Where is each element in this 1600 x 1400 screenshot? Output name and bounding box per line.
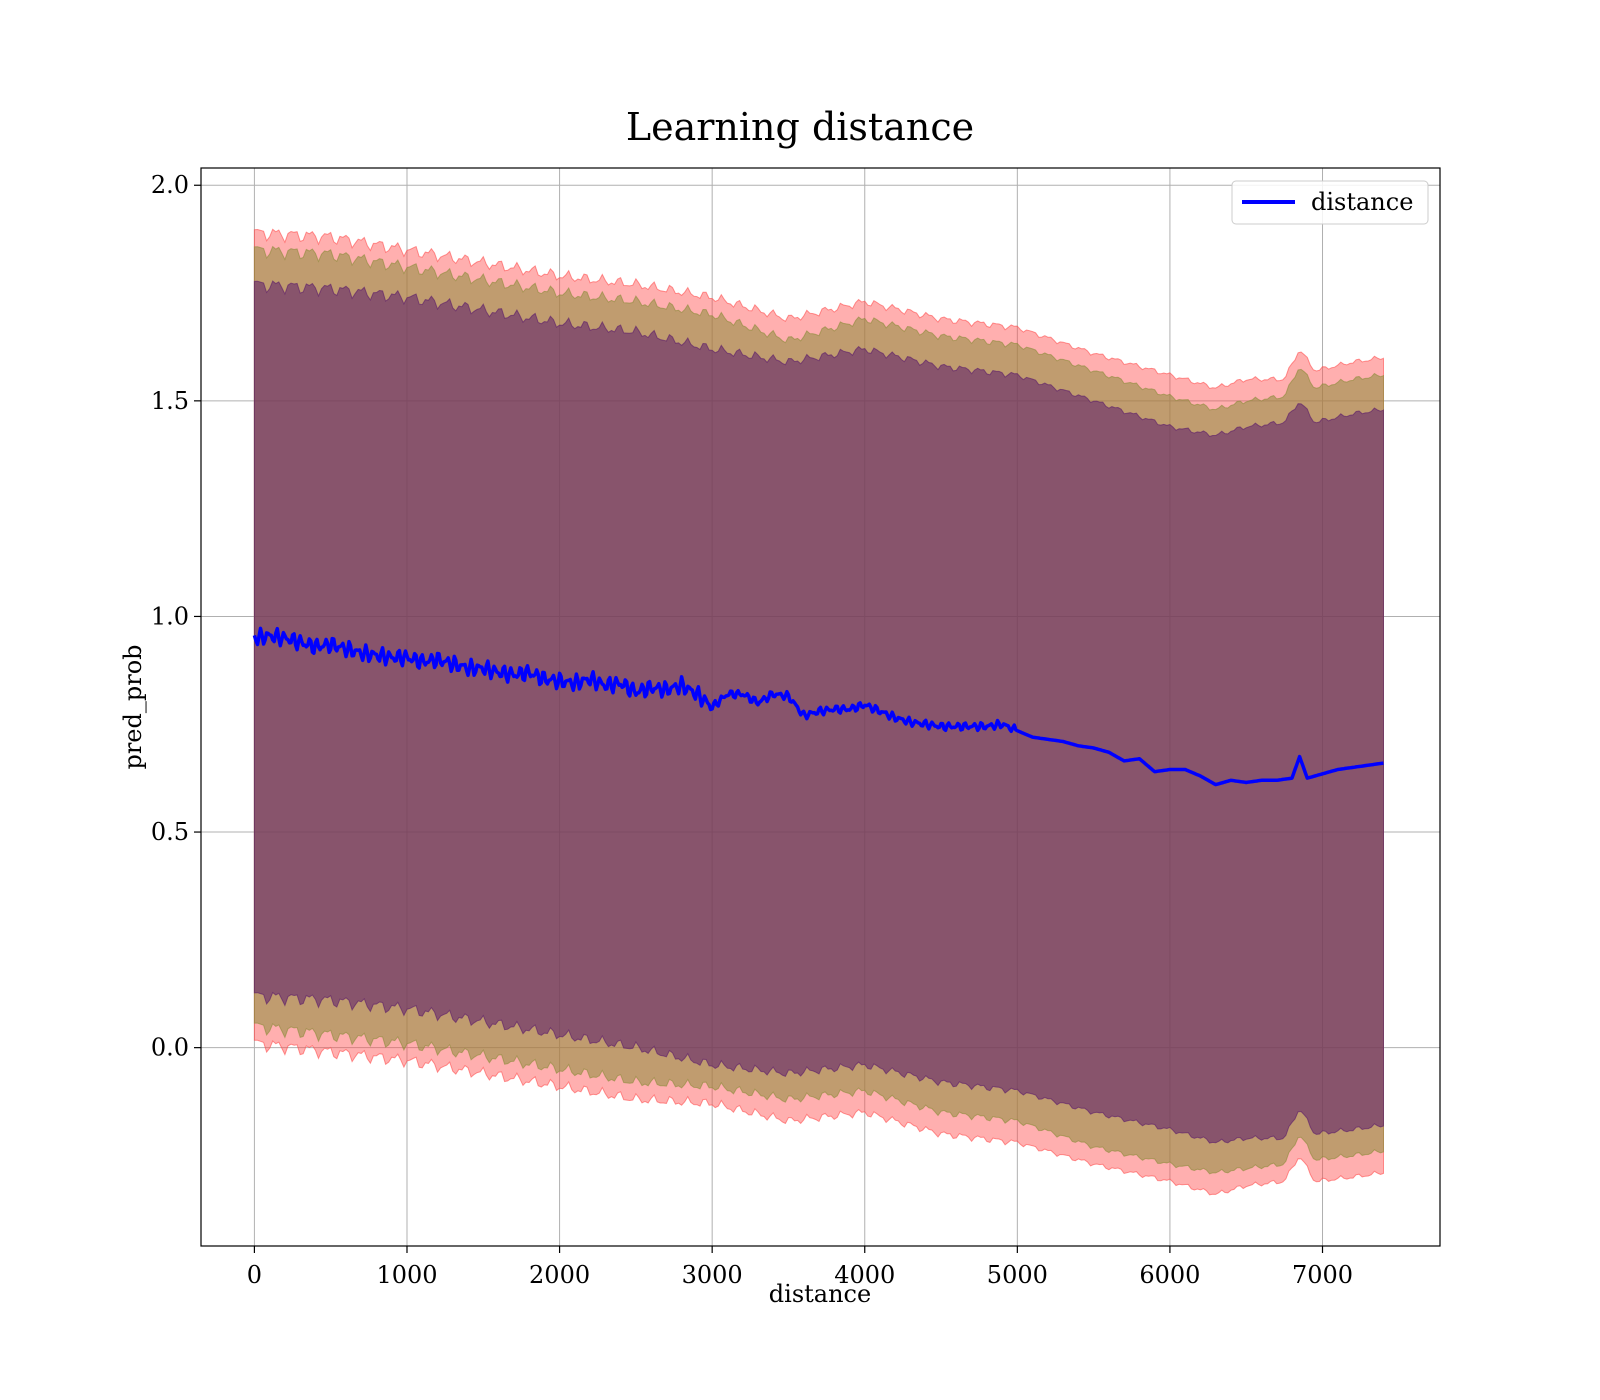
series-layer [252, 626, 1384, 787]
legend: distance [1231, 180, 1429, 225]
series-line-distance [252, 626, 1384, 787]
y-axis-label: pred_prob [119, 644, 147, 769]
plot-frame [200, 167, 1441, 1247]
y-tick-label-3: 1.5 [151, 387, 189, 415]
x-tick-label-3: 3000 [682, 1261, 743, 1289]
y-tick-label-1: 0.5 [151, 818, 189, 846]
y-tick-label-2: 1.0 [151, 602, 189, 630]
y-tick-label-4: 2.0 [151, 171, 189, 199]
x-tick-label-7: 7000 [1292, 1261, 1353, 1289]
x-tick-label-2: 2000 [529, 1261, 590, 1289]
legend-entry: distance [1311, 188, 1413, 216]
chart-title: Learning distance [626, 105, 974, 149]
x-tick-label-5: 5000 [987, 1261, 1048, 1289]
x-tick-label-4: 4000 [834, 1261, 895, 1289]
x-tick-label-6: 6000 [1139, 1261, 1200, 1289]
x-tick-label-1: 1000 [376, 1261, 437, 1289]
x-axis-label: distance [769, 1280, 871, 1308]
y-tick-label-0: 0.0 [151, 1034, 189, 1062]
legend-box [1231, 180, 1429, 225]
axis-ticks: 0 1000 2000 3000 4000 5000 6000 7000 0.0 0.5 1.0 1.… [151, 171, 1353, 1289]
x-tick-label-0: 0 [247, 1261, 262, 1289]
